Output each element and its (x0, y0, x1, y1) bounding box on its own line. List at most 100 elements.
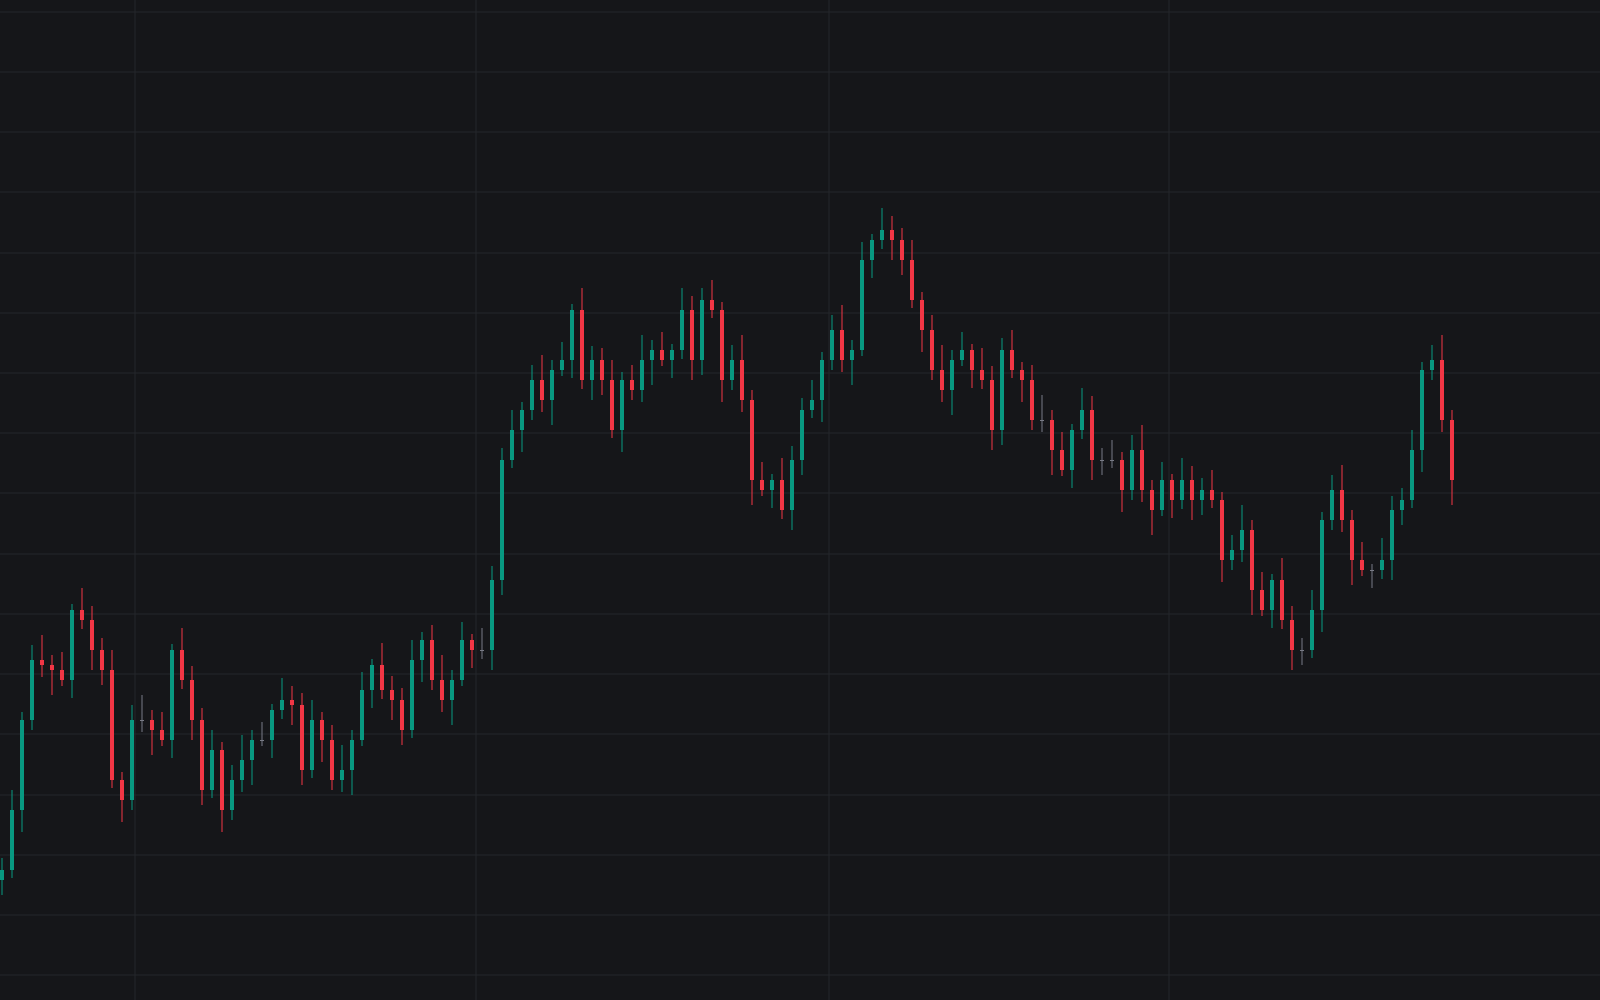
candle-body (60, 670, 64, 680)
candle-body (1280, 580, 1284, 620)
candle-body (110, 670, 114, 780)
candle-body (680, 310, 684, 350)
candle-body (630, 380, 634, 390)
candle-body (290, 700, 294, 705)
candle-body (1270, 580, 1274, 610)
candle-body (1210, 490, 1214, 500)
candle-body (1390, 510, 1394, 560)
candle-body (250, 740, 254, 760)
candle-body (310, 720, 314, 770)
candle-body (20, 720, 24, 810)
candle-body (380, 665, 384, 690)
candle-body (710, 300, 714, 310)
candle-body (1220, 500, 1224, 560)
candle-body (1230, 550, 1234, 560)
candle-body (670, 350, 674, 360)
candle-body (640, 360, 644, 390)
candle-body (460, 640, 464, 680)
candle-body (1120, 460, 1124, 490)
candle-body (1050, 420, 1054, 450)
candle-body (200, 720, 204, 790)
candle-body (900, 240, 904, 260)
candle-body (990, 380, 994, 430)
candle-body (270, 710, 274, 740)
candle-body (1010, 350, 1014, 370)
candle-body (1070, 430, 1074, 470)
candle-body (350, 740, 354, 770)
candle-body (1430, 360, 1434, 370)
candle-body (530, 380, 534, 410)
candle-body (1240, 530, 1244, 550)
candle-body (1340, 490, 1344, 520)
candle-body (1370, 570, 1374, 571)
candle-body (1310, 610, 1314, 650)
candle-body (480, 650, 484, 651)
candle-body (1160, 480, 1164, 510)
candle-body (1330, 490, 1334, 520)
candle-body (180, 650, 184, 680)
candle-body (1250, 530, 1254, 590)
candle-body (1100, 460, 1104, 461)
candle-body (1260, 590, 1264, 610)
candle-body (560, 360, 564, 370)
candle-body (650, 350, 654, 360)
candle-body (540, 380, 544, 400)
candle-body (80, 610, 84, 620)
candle-body (340, 770, 344, 780)
candle-body (10, 810, 14, 870)
candle-body (520, 410, 524, 430)
candle-body (830, 330, 834, 360)
candle-body (940, 370, 944, 390)
candle-body (220, 750, 224, 810)
candle-body (1420, 370, 1424, 450)
candle-body (610, 380, 614, 430)
candle-body (210, 750, 214, 790)
candle-body (690, 310, 694, 360)
candle-body (920, 300, 924, 330)
candle-body (850, 350, 854, 360)
candle-body (1380, 560, 1384, 570)
candle-body (1060, 450, 1064, 470)
candle-body (0, 870, 4, 880)
candle-body (360, 690, 364, 740)
candle-body (70, 610, 74, 680)
candle-body (930, 330, 934, 370)
candle-body (800, 410, 804, 460)
candle-body (190, 680, 194, 720)
candle-body (130, 720, 134, 800)
candle-body (770, 480, 774, 490)
candle-body (1140, 450, 1144, 490)
candle-body (490, 580, 494, 650)
candle-body (500, 460, 504, 580)
candle-body (1360, 560, 1364, 570)
candle-body (590, 360, 594, 380)
candle-body (970, 350, 974, 370)
candle-body (1000, 350, 1004, 430)
candle-body (1180, 480, 1184, 500)
candle-body (1030, 380, 1034, 420)
candle-body (40, 660, 44, 665)
candle-body (660, 350, 664, 360)
candle-body (1320, 520, 1324, 610)
candle-body (330, 740, 334, 780)
candle-body (470, 640, 474, 650)
candle-body (170, 650, 174, 740)
candle-body (720, 310, 724, 380)
candle-body (450, 680, 454, 700)
candle-body (1440, 360, 1444, 420)
candle-body (580, 310, 584, 380)
candle-body (300, 705, 304, 770)
candle-body (1080, 410, 1084, 430)
candle-body (390, 690, 394, 700)
candle-body (510, 430, 514, 460)
candle-body (1290, 620, 1294, 650)
candle-body (950, 360, 954, 390)
candle-body (1350, 520, 1354, 560)
candle-body (760, 480, 764, 490)
candle-body (1450, 420, 1454, 480)
candle-body (410, 660, 414, 730)
candle-body (1200, 490, 1204, 500)
candle-body (810, 400, 814, 410)
